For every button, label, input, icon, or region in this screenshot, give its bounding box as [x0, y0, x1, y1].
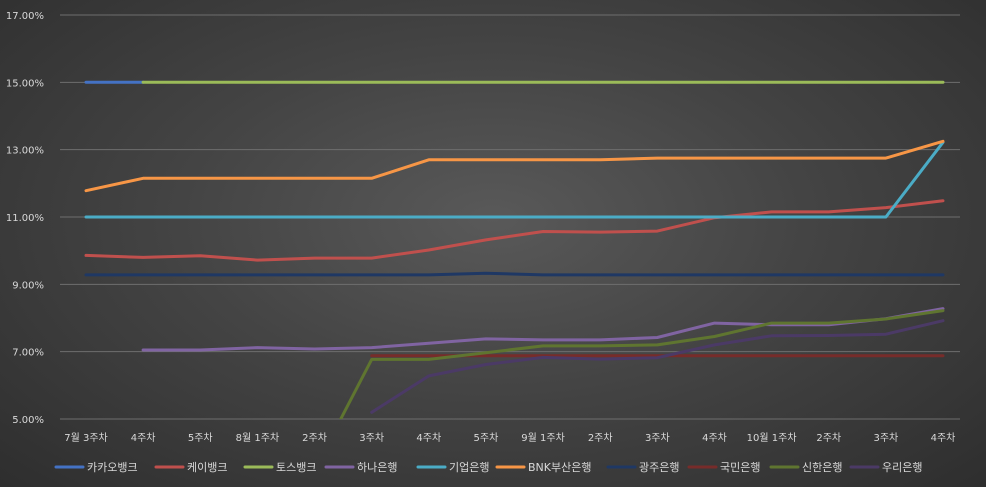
series-line-6 [84, 139, 945, 193]
x-tick-label: 3주차 [873, 432, 898, 444]
y-tick-label: 5.00% [12, 415, 44, 426]
legend-label: 국민은행 [720, 461, 760, 474]
y-tick-label: 7.00% [12, 348, 44, 359]
legend-label: 카카오뱅크 [87, 461, 138, 474]
legend: 카카오뱅크 케이뱅크 토스뱅크 하나은행 기업은행 BNK부산은행 광주은행 국민은행 신한은행… [54, 460, 922, 474]
legend-label: 토스뱅크 [276, 461, 316, 474]
x-tick-label: 4주차 [702, 432, 727, 444]
x-tick-label: 4주차 [416, 432, 441, 444]
x-tick-label: 9월 1주차 [521, 432, 565, 444]
series-line-5 [84, 140, 945, 219]
y-tick-label: 11.00% [6, 213, 44, 224]
y-tick-label: 15.00% [6, 78, 44, 89]
x-tick-label: 2주차 [588, 432, 613, 444]
x-tick-label: 7월 3주차 [64, 432, 108, 444]
legend-label: 광주은행 [639, 461, 679, 474]
x-tick-label: 4주차 [931, 432, 956, 444]
x-tick-label: 8월 1주차 [236, 432, 280, 444]
series-line-10 [370, 319, 945, 414]
x-tick-label: 5주차 [188, 432, 213, 444]
x-tick-label: 10월 1주차 [747, 432, 797, 444]
legend-label: 기업은행 [449, 461, 489, 474]
legend-label: 우리은행 [882, 461, 922, 474]
legend-label: 신한은행 [802, 461, 842, 474]
x-tick-label: 2주차 [816, 432, 841, 444]
series-lines [84, 80, 945, 419]
series-line-7 [84, 271, 945, 277]
legend-label: BNK부산은행 [528, 461, 591, 474]
series-line-4 [141, 307, 945, 352]
x-tick-label: 3주차 [359, 432, 384, 444]
legend-label: 케이뱅크 [187, 461, 227, 474]
x-tick-label: 5주차 [474, 432, 499, 444]
x-axis: 7월 3주차 4주차 5주차 8월 1주차 2주차 3주차 4주차 5주차 9월 1주차 2주차 3… [64, 432, 955, 444]
y-axis: 5.00% 7.00% 9.00% 11.00% 13.00% 15.00% 17.00% [6, 11, 44, 426]
y-tick-label: 17.00% [6, 11, 44, 22]
legend-label: 하나은행 [357, 460, 397, 474]
series-line-9 [339, 309, 945, 419]
y-tick-label: 13.00% [6, 146, 44, 157]
series-line-2 [84, 199, 945, 262]
x-tick-label: 2주차 [302, 432, 327, 444]
y-tick-label: 9.00% [12, 280, 44, 291]
x-tick-label: 3주차 [645, 432, 670, 444]
x-tick-label: 4주차 [131, 432, 156, 444]
